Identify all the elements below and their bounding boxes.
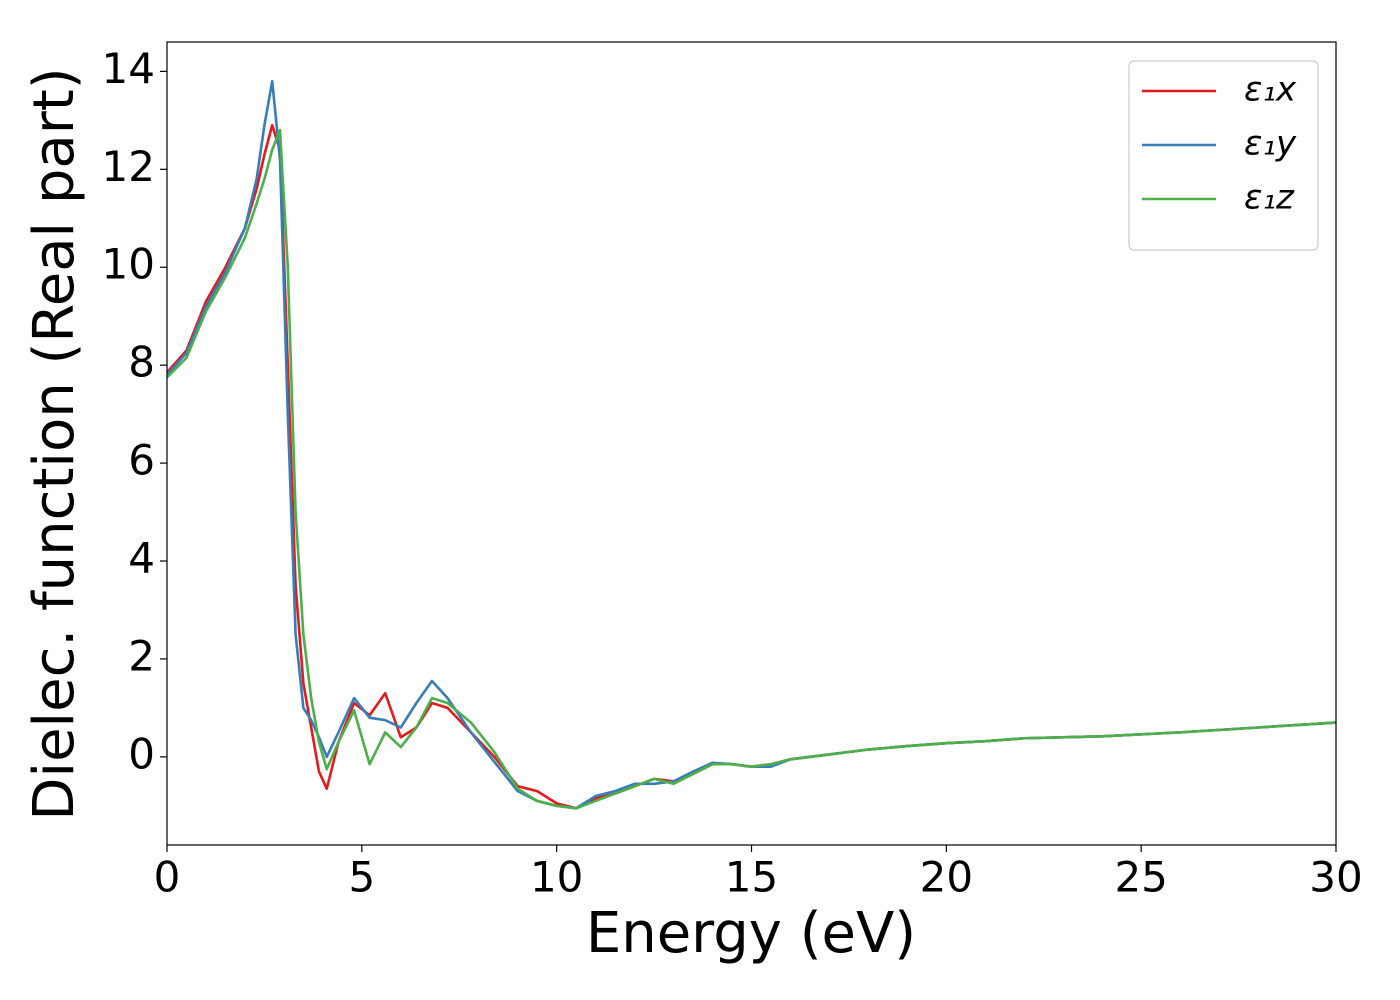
x-axis-label: Energy (eV): [586, 901, 916, 966]
plot-frame: [166, 41, 1337, 846]
x-tick-label: 30: [1309, 853, 1362, 902]
y-tick-label: 2: [128, 631, 155, 680]
legend-box: [1128, 60, 1319, 251]
y-axis-label: Dielec. function (Real part): [22, 67, 87, 820]
legend-label: ε₁z: [1244, 178, 1295, 218]
y-tick-label: 4: [128, 534, 155, 583]
x-tick-label: 0: [154, 853, 181, 902]
y-tick-label: 8: [128, 338, 155, 387]
y-tick-label: 10: [102, 240, 155, 289]
data-line: [167, 128, 1336, 810]
y-tick-label: 6: [128, 436, 155, 485]
y-tick-label: 14: [102, 44, 155, 93]
x-tick-label: 15: [725, 853, 778, 902]
legend-label: ε₁y: [1244, 124, 1297, 164]
x-tick-label: 20: [920, 853, 973, 902]
x-tick-label: 10: [530, 853, 583, 902]
y-tick-label: 0: [128, 729, 155, 778]
x-tick-label: 25: [1114, 853, 1167, 902]
y-tick-label: 12: [102, 142, 155, 191]
legend-label: ε₁x: [1244, 70, 1297, 110]
x-tick-label: 5: [348, 853, 375, 902]
